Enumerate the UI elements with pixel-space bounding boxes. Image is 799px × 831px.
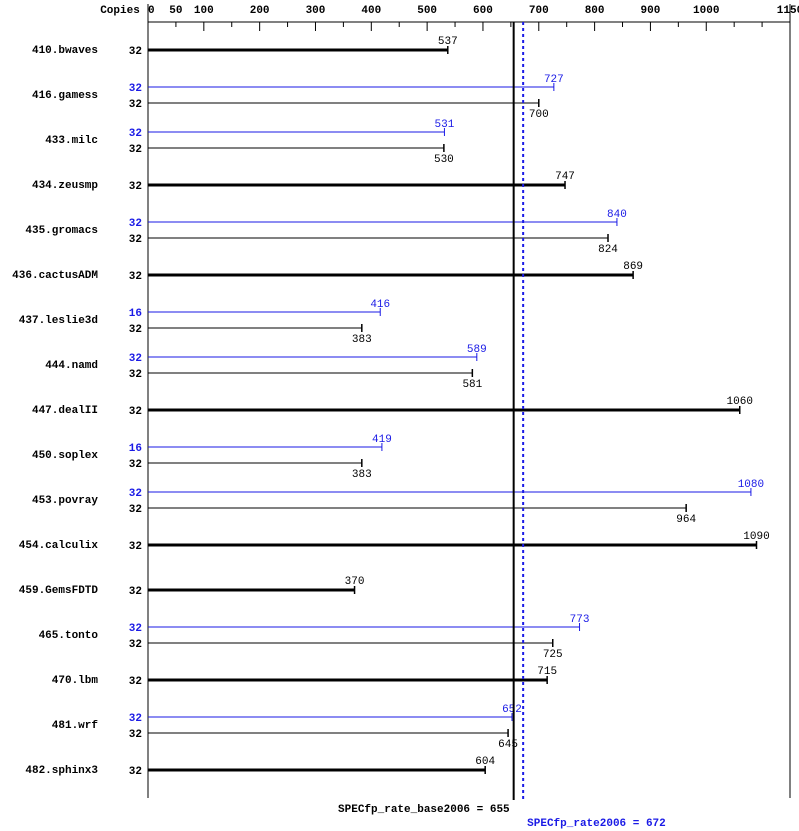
axis-copies-header: Copies bbox=[100, 5, 140, 17]
copies-label-base: 32 bbox=[129, 459, 142, 471]
axis-tick-label: 500 bbox=[417, 5, 437, 17]
copies-label-base: 32 bbox=[129, 181, 142, 193]
benchmark-name: 470.lbm bbox=[52, 675, 99, 687]
benchmark-chart: Copies 0 100 200 300 400 500 600 700 800 900 1000 11… bbox=[0, 0, 799, 831]
axis-tick-label: 300 bbox=[306, 5, 326, 17]
axis-tick-label: 50 bbox=[169, 5, 182, 17]
copies-label-peak: 16 bbox=[129, 443, 142, 455]
value-label-base: 1060 bbox=[727, 396, 753, 408]
value-label-peak: 416 bbox=[370, 299, 390, 311]
value-label-base: 964 bbox=[676, 514, 696, 526]
value-label-base: 700 bbox=[529, 109, 549, 121]
copies-label-base: 32 bbox=[129, 639, 142, 651]
copies-label-base: 32 bbox=[129, 324, 142, 336]
value-label-peak: 840 bbox=[607, 209, 627, 221]
value-label-base: 869 bbox=[623, 261, 643, 273]
value-label-base: 725 bbox=[543, 649, 563, 661]
value-label-base: 581 bbox=[462, 379, 482, 391]
axis-tick-label: 100 bbox=[194, 5, 214, 17]
benchmark-name: 450.soplex bbox=[32, 450, 98, 462]
axis-tick-label: 1000 bbox=[693, 5, 719, 17]
benchmark-name: 453.povray bbox=[32, 495, 98, 507]
copies-label-peak: 32 bbox=[129, 353, 142, 365]
value-label-base: 824 bbox=[598, 244, 618, 256]
axis-tick-label: 900 bbox=[641, 5, 661, 17]
benchmark-name: 465.tonto bbox=[39, 630, 99, 642]
value-label-base: 537 bbox=[438, 36, 458, 48]
benchmark-name: 416.gamess bbox=[32, 90, 98, 102]
value-label-base: 645 bbox=[498, 739, 518, 751]
benchmark-name: 447.dealII bbox=[32, 405, 98, 417]
copies-label-peak: 32 bbox=[129, 713, 142, 725]
copies-label-base: 32 bbox=[129, 99, 142, 111]
copies-label-peak: 16 bbox=[129, 308, 142, 320]
value-label-base: 604 bbox=[475, 756, 495, 768]
axis-tick-label: 1150 bbox=[777, 5, 799, 17]
benchmark-name: 433.milc bbox=[45, 135, 98, 147]
footer-peak-label: SPECfp_rate2006 = 672 bbox=[527, 818, 666, 830]
copies-label-base: 32 bbox=[129, 541, 142, 553]
copies-label-peak: 32 bbox=[129, 488, 142, 500]
benchmark-name: 459.GemsFDTD bbox=[19, 585, 99, 597]
copies-label-base: 32 bbox=[129, 271, 142, 283]
value-label-peak: 727 bbox=[544, 74, 564, 86]
value-label-peak: 1080 bbox=[738, 479, 764, 491]
copies-label-peak: 32 bbox=[129, 623, 142, 635]
copies-label-base: 32 bbox=[129, 234, 142, 246]
axis-tick-label: 400 bbox=[361, 5, 381, 17]
value-label-base: 715 bbox=[537, 666, 557, 678]
copies-label-base: 32 bbox=[129, 676, 142, 688]
copies-label-base: 32 bbox=[129, 144, 142, 156]
value-label-peak: 589 bbox=[467, 344, 487, 356]
value-label-base: 370 bbox=[345, 576, 365, 588]
copies-label-base: 32 bbox=[129, 369, 142, 381]
benchmark-name: 436.cactusADM bbox=[12, 270, 98, 282]
copies-label-base: 32 bbox=[129, 766, 142, 778]
value-label-base: 383 bbox=[352, 334, 372, 346]
copies-label-base: 32 bbox=[129, 46, 142, 58]
value-label-base: 747 bbox=[555, 171, 575, 183]
benchmark-name: 410.bwaves bbox=[32, 45, 98, 57]
axis-tick-label: 700 bbox=[529, 5, 549, 17]
benchmark-name: 482.sphinx3 bbox=[25, 765, 98, 777]
benchmark-name: 454.calculix bbox=[19, 540, 99, 552]
value-label-base: 1090 bbox=[743, 531, 769, 543]
benchmark-name: 437.leslie3d bbox=[19, 315, 98, 327]
copies-label-peak: 32 bbox=[129, 218, 142, 230]
copies-label-peak: 32 bbox=[129, 128, 142, 140]
value-label-peak: 419 bbox=[372, 434, 392, 446]
copies-label-base: 32 bbox=[129, 586, 142, 598]
value-label-peak: 531 bbox=[435, 119, 455, 131]
benchmark-name: 434.zeusmp bbox=[32, 180, 98, 192]
axis-tick-label: 200 bbox=[250, 5, 270, 17]
benchmark-name: 444.namd bbox=[45, 360, 98, 372]
axis-tick-label: 800 bbox=[585, 5, 605, 17]
benchmark-name: 481.wrf bbox=[52, 720, 99, 732]
value-label-peak: 652 bbox=[502, 704, 522, 716]
value-label-peak: 773 bbox=[570, 614, 590, 626]
benchmark-name: 435.gromacs bbox=[25, 225, 98, 237]
value-label-base: 383 bbox=[352, 469, 372, 481]
copies-label-peak: 32 bbox=[129, 83, 142, 95]
copies-label-base: 32 bbox=[129, 729, 142, 741]
axis-tick-label: 0 bbox=[148, 5, 155, 17]
copies-label-base: 32 bbox=[129, 406, 142, 418]
copies-label-base: 32 bbox=[129, 504, 142, 516]
axis-tick-label: 600 bbox=[473, 5, 493, 17]
value-label-base: 530 bbox=[434, 154, 454, 166]
footer-base-label: SPECfp_rate_base2006 = 655 bbox=[338, 804, 510, 816]
